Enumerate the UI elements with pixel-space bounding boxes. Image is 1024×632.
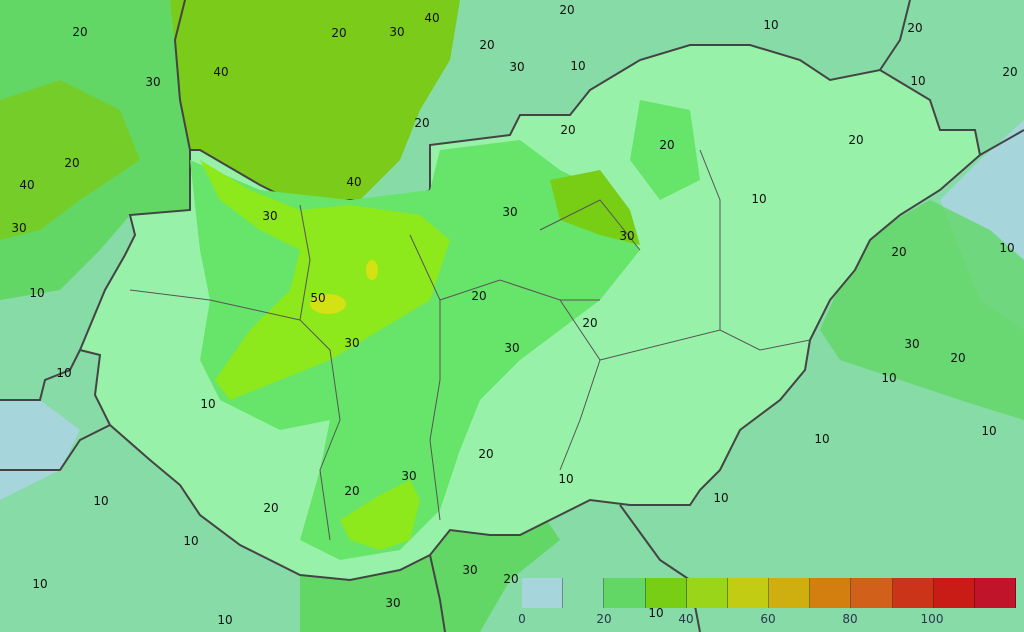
contour-label: 20: [950, 351, 966, 365]
contour-label: 20: [1002, 65, 1018, 79]
contour-label: 20: [478, 447, 494, 461]
color-legend: [522, 578, 1017, 608]
contour-label: 10: [713, 491, 729, 505]
contour-label: 30: [389, 25, 405, 39]
contour-label: 10: [648, 606, 664, 620]
legend-tick: 60: [760, 612, 776, 626]
contour-label: 30: [145, 75, 161, 89]
contour-label: 10: [763, 18, 779, 32]
contour-label: 20: [560, 123, 576, 137]
contour-label: 10: [32, 577, 48, 591]
contour-label: 10: [56, 366, 72, 380]
legend-swatch: [727, 578, 770, 608]
contour-label: 40: [213, 65, 229, 79]
contour-label: 20: [331, 26, 347, 40]
contour-label: 10: [93, 494, 109, 508]
contour-label: 10: [814, 432, 830, 446]
contour-label: 20: [907, 21, 923, 35]
level-40-zone: [200, 160, 450, 400]
legend-swatch: [810, 578, 852, 608]
legend-swatch: [769, 578, 811, 608]
contour-label: 30: [11, 221, 27, 235]
north-highland-zone: [170, 0, 460, 205]
contour-label: 30: [504, 341, 520, 355]
outer-green-zone-east: [820, 200, 1024, 420]
contour-label: 30: [904, 337, 920, 351]
contour-label: 10: [29, 286, 45, 300]
contour-label: 40: [19, 178, 35, 192]
contour-label: 20: [344, 484, 360, 498]
contour-label: 30: [385, 596, 401, 610]
contour-label: 30: [619, 229, 635, 243]
contour-label: 40: [346, 175, 362, 189]
contour-label: 10: [910, 74, 926, 88]
south-green-zone: [300, 510, 560, 632]
legend-swatch: [563, 578, 605, 608]
legend-tick: 0: [518, 612, 526, 626]
contour-label: 30: [344, 336, 360, 350]
legend-swatch: [933, 578, 975, 608]
level-50-zone: [310, 294, 346, 314]
contour-label: 20: [72, 25, 88, 39]
contour-label: 10: [200, 397, 216, 411]
contour-label: 10: [881, 371, 897, 385]
contour-label: 10: [999, 241, 1015, 255]
contour-label: 20: [891, 245, 907, 259]
contour-label: 20: [263, 501, 279, 515]
legend-tick: 80: [842, 612, 858, 626]
legend-swatch: [892, 578, 934, 608]
contour-label: 20: [582, 316, 598, 330]
contour-label: 20: [471, 289, 487, 303]
contour-label: 50: [310, 291, 326, 305]
west-highland-core: [0, 80, 140, 240]
contour-label: 30: [462, 563, 478, 577]
county-borders: [129, 149, 811, 541]
contour-label: 30: [509, 60, 525, 74]
contour-label: 10: [558, 472, 574, 486]
legend-tick: 100: [920, 612, 944, 626]
legend-swatch: [974, 578, 1017, 608]
contour-label: 10: [217, 613, 233, 627]
contour-label: 40: [424, 11, 440, 25]
contour-label: 10: [183, 534, 199, 548]
legend-swatch: [645, 578, 687, 608]
legend-tick: 20: [596, 612, 612, 626]
contour-label: 20: [659, 138, 675, 152]
contour-label: 20: [559, 3, 575, 17]
contour-label: 10: [981, 424, 997, 438]
legend-swatch: [851, 578, 893, 608]
level-50-zone-small: [366, 260, 378, 280]
legend-tick: 40: [678, 612, 694, 626]
contour-label: 20: [848, 133, 864, 147]
contour-label: 20: [64, 156, 80, 170]
contour-label: 20: [414, 116, 430, 130]
contour-label: 10: [570, 59, 586, 73]
legend-swatch: [522, 578, 564, 608]
contour-label: 30: [262, 209, 278, 223]
level-40-zone-ne: [550, 170, 640, 245]
contour-label: 20: [479, 38, 495, 52]
contour-label: 30: [502, 205, 518, 219]
level-40-zone-south: [340, 480, 420, 550]
contour-label: 30: [401, 469, 417, 483]
legend-swatch: [686, 578, 728, 608]
contour-label: 10: [751, 192, 767, 206]
legend-swatch: [604, 578, 646, 608]
contour-label: 20: [503, 572, 519, 586]
level-30-zone-ne: [630, 100, 700, 200]
